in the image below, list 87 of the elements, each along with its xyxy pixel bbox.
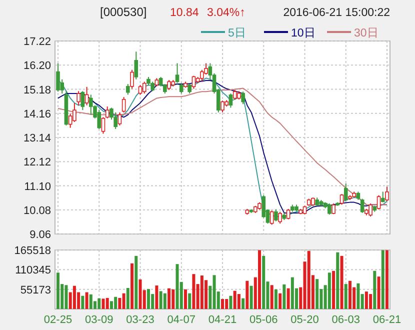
bar: [307, 250, 310, 309]
bar: [290, 277, 294, 309]
x-tick-label: 03-23: [126, 314, 154, 326]
bar: [377, 276, 380, 309]
bar: [172, 289, 175, 309]
x-tick-label: 04-21: [208, 314, 237, 326]
bar: [114, 296, 118, 309]
bar: [270, 285, 274, 309]
bar: [332, 270, 336, 309]
bar: [328, 272, 331, 309]
bar: [106, 298, 109, 309]
bar: [118, 298, 122, 309]
y-tick-label: 14.16: [23, 108, 51, 120]
bar: [221, 299, 224, 309]
bar: [72, 286, 76, 309]
legend-label: 10日: [291, 26, 316, 40]
bar: [184, 289, 187, 309]
bar: [176, 264, 179, 309]
bar: [316, 279, 319, 309]
bar: [159, 291, 162, 309]
bar: [229, 296, 232, 309]
y-tick-label: 11.10: [24, 180, 51, 193]
bar: [336, 252, 340, 309]
x-tick-label: 05-06: [250, 314, 278, 326]
x-tick-label: 05-20: [290, 314, 319, 326]
bar: [200, 275, 204, 309]
bar: [110, 301, 113, 309]
bar: [278, 293, 282, 309]
bar: [192, 274, 196, 309]
bar: [155, 285, 158, 309]
y-tick-label: 55173: [20, 284, 51, 296]
bar: [134, 256, 138, 309]
bar: [188, 293, 192, 309]
bar: [282, 284, 286, 309]
bar: [348, 280, 352, 309]
y-tick-label: 110345: [15, 264, 51, 277]
x-tick-label: 06-21: [372, 314, 402, 326]
legend-label: 5日: [228, 26, 246, 40]
y-tick-label: 12.12: [23, 156, 51, 169]
bar: [364, 292, 368, 309]
legend-label: 30日: [354, 26, 379, 40]
bar: [340, 256, 344, 309]
bar: [64, 285, 68, 309]
y-tick-label: 13.14: [23, 132, 51, 144]
bar: [126, 288, 130, 309]
y-tick-label: 16.20: [23, 60, 51, 72]
x-tick-label: 04-07: [167, 314, 196, 326]
y-tick-label: 165518: [14, 245, 51, 257]
bar: [286, 288, 290, 309]
bar: [356, 283, 360, 309]
bar: [98, 298, 101, 309]
bar: [250, 286, 253, 309]
bar: [122, 293, 126, 309]
bar: [237, 294, 240, 309]
text: 10.84: [170, 7, 200, 19]
bar: [274, 289, 278, 309]
x-tick-label: 03-09: [85, 314, 114, 326]
bar: [373, 270, 376, 309]
bar: [242, 298, 245, 309]
bar: [138, 279, 142, 309]
bar: [233, 290, 236, 309]
y-tick-label: 17.22: [23, 36, 51, 48]
bar: [225, 299, 228, 309]
bar: [56, 272, 60, 309]
y-tick-label: 15.18: [23, 84, 51, 96]
bar: [146, 289, 150, 309]
text: 3.04%↑: [207, 7, 246, 19]
bar: [246, 280, 249, 309]
bar: [163, 293, 166, 309]
y-tick-label: 9.06: [30, 229, 51, 241]
bar: [81, 296, 84, 309]
bar: [168, 288, 171, 309]
x-tick-label: 02-25: [44, 314, 72, 326]
bar: [85, 292, 88, 309]
bar: [130, 263, 134, 309]
bar: [102, 298, 105, 309]
bar: [89, 294, 92, 309]
text: 2016-06-21 15:00:22: [283, 7, 390, 19]
x-tick-label: 06-03: [332, 314, 360, 326]
bar: [258, 250, 262, 309]
bar: [262, 256, 266, 309]
bar: [344, 284, 348, 309]
bar: [212, 275, 216, 309]
bar: [369, 294, 372, 309]
chart-title: [000530]: [100, 5, 147, 19]
bar: [381, 250, 384, 309]
y-tick-label: 10.08: [23, 204, 51, 217]
